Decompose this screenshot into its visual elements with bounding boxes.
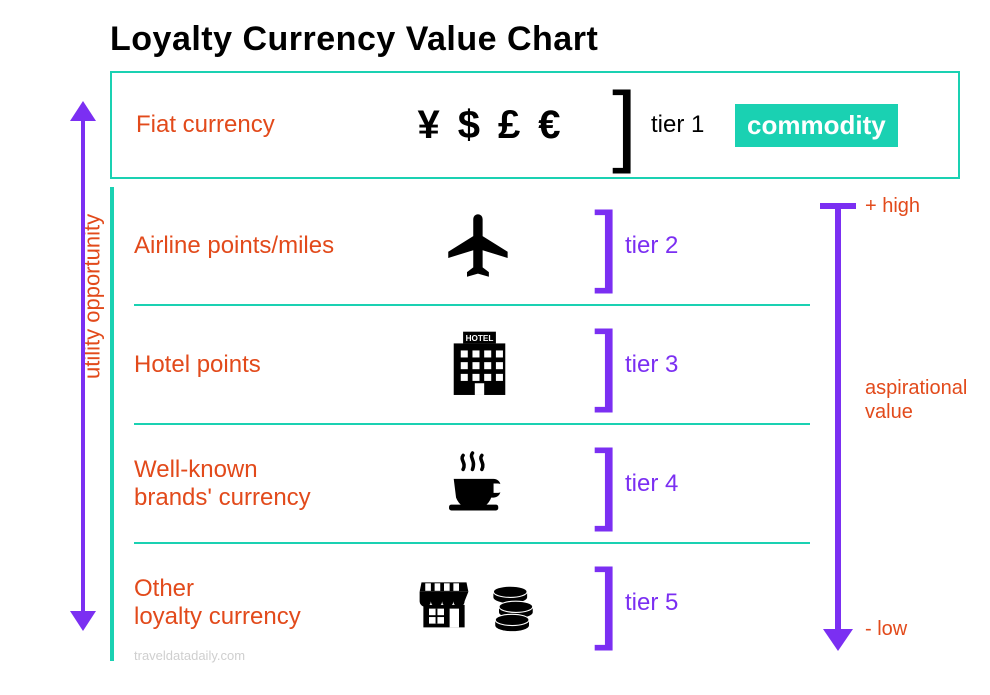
tier-icons: ¥ $ £ € [374, 103, 604, 148]
tier-row-4: Well-knownbrands' currency ] tier 4 [134, 425, 810, 544]
chart-body: utility opportunity Fiat currency ¥ $ £ … [30, 71, 960, 661]
pound-icon: £ [498, 103, 520, 148]
aspirational-axis: + high aspirationalvalue - low [820, 187, 960, 661]
tier-icons: HOTEL [364, 327, 594, 402]
axis-label-text: aspirationalvalue [865, 377, 967, 423]
euro-icon: € [538, 103, 560, 148]
tier-number: tier 4 [625, 470, 695, 498]
tier-icons [364, 573, 594, 633]
watermark: traveldatadaily.com [134, 648, 245, 663]
storefront-icon [414, 573, 474, 633]
lower-tiers: Airline points/miles ] tier 2 Hotel poin… [110, 187, 960, 661]
svg-text:HOTEL: HOTEL [465, 334, 493, 343]
tier-rows: Airline points/miles ] tier 2 Hotel poin… [134, 187, 810, 661]
bracket-icon: ] [594, 571, 619, 634]
tier-row-5: Otherloyalty currency [134, 544, 810, 661]
tiers-column: Fiat currency ¥ $ £ € ] tier 1 commodity… [110, 71, 960, 661]
tier-number: tier 1 [651, 111, 721, 139]
coffee-icon [442, 446, 517, 521]
tier-label: Well-knownbrands' currency [134, 456, 364, 511]
tier-icons [364, 208, 594, 283]
bracket-icon: ] [594, 452, 619, 515]
tier-number: tier 3 [625, 351, 695, 379]
arrow-shaft [81, 119, 85, 613]
axis-low-label: - low [865, 618, 907, 641]
tier-label: Airline points/miles [134, 232, 364, 260]
arrow-up-icon [70, 101, 96, 121]
dollar-icon: $ [458, 103, 480, 148]
airplane-icon [442, 208, 517, 283]
arrow-down-icon [823, 629, 853, 651]
page-title: Loyalty Currency Value Chart [110, 20, 960, 59]
hotel-icon: HOTEL [442, 327, 517, 402]
bracket-icon: ] [612, 94, 637, 157]
commodity-badge: commodity [735, 104, 898, 147]
utility-arrow [78, 101, 88, 631]
tier-row-2: Airline points/miles ] tier 2 [134, 187, 810, 306]
axis-high-label: + high [865, 195, 920, 218]
tier-label: Fiat currency [136, 111, 366, 139]
arrow-down-icon [70, 611, 96, 631]
coins-icon [484, 573, 544, 633]
tier-row-1: Fiat currency ¥ $ £ € ] tier 1 commodity [110, 71, 960, 179]
bracket-icon: ] [594, 333, 619, 396]
tier-label: Hotel points [134, 351, 364, 379]
tier-label: Otherloyalty currency [134, 575, 364, 630]
aspirational-arrow [832, 197, 842, 651]
bracket-icon: ] [594, 214, 619, 277]
tier-row-3: Hotel points HOTEL [134, 306, 810, 425]
tier-icons [364, 446, 594, 521]
utility-axis: utility opportunity [30, 71, 110, 661]
tier-number: tier 5 [625, 589, 695, 617]
aspirational-axis-label: aspirationalvalue [865, 376, 967, 424]
arrow-shaft [835, 207, 841, 633]
yen-icon: ¥ [418, 103, 440, 148]
tier-number: tier 2 [625, 232, 695, 260]
